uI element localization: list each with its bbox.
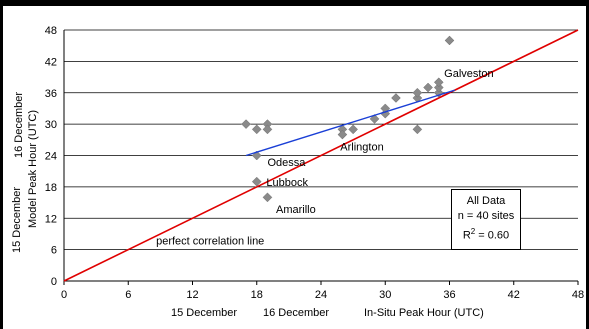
x-tick-label-18: 18 <box>251 289 263 301</box>
x-tick-label-48: 48 <box>572 289 584 301</box>
y-label-16-december: 16 December <box>13 91 25 158</box>
x-tick-label-6: 6 <box>125 289 131 301</box>
y-tick-label-18: 18 <box>45 182 57 194</box>
annotation-odessa: Odessa <box>267 157 306 169</box>
stats-r2-exp: 2 <box>470 227 476 236</box>
annotation-arlington: Arlington <box>340 141 383 153</box>
y-tick-label-36: 36 <box>45 88 57 100</box>
y-tick-label-24: 24 <box>45 151 57 163</box>
data-point-3 <box>262 124 273 135</box>
y-tick-label-30: 30 <box>45 119 57 131</box>
stats-line-1: All Data <box>466 195 506 207</box>
annotation-amarillo: Amarillo <box>276 204 316 216</box>
y-tick-label-48: 48 <box>45 25 57 37</box>
stats-box: All Data n = 40 sites R2 = 0.60 <box>451 189 521 250</box>
data-point-8 <box>337 129 348 140</box>
data-point-9 <box>348 124 358 135</box>
x-tick-label-42: 42 <box>508 289 520 301</box>
y-tick-label-0: 0 <box>51 276 57 288</box>
x-tick-label-12: 12 <box>186 289 198 301</box>
data-point-13 <box>391 93 401 103</box>
data-point-5 <box>251 176 262 187</box>
x-label-15-december: 15 December <box>171 307 238 319</box>
annotation-galveston: Galveston <box>444 68 494 80</box>
stats-r2-base: R <box>462 229 471 242</box>
data-point-16 <box>412 124 423 135</box>
data-point-21 <box>444 35 455 46</box>
stats-r2: R2 = 0.60 <box>452 224 520 244</box>
x-tick-label-30: 30 <box>379 289 391 301</box>
y-tick-label-42: 42 <box>45 56 57 68</box>
perfect-correlation-line <box>63 29 579 282</box>
data-point-6 <box>262 192 273 203</box>
annotation-perfect-correlation-line: perfect correlation line <box>156 235 264 247</box>
y-tick-label-6: 6 <box>51 245 57 257</box>
annotation-lubbock: Lubbock <box>266 177 308 189</box>
data-point-17 <box>423 82 433 93</box>
x-axis-title: In-Situ Peak Hour (UTC) <box>364 307 484 319</box>
stats-r2-value: = 0.60 <box>475 229 510 242</box>
y-axis-title: Model Peak Hour (UTC) <box>27 110 39 228</box>
regression-line <box>245 89 456 157</box>
data-point-1 <box>251 124 262 135</box>
y-label-15-december: 15 December <box>11 186 23 253</box>
data-point-0 <box>241 119 251 129</box>
x-tick-label-36: 36 <box>443 289 455 301</box>
data-point-19 <box>433 82 444 93</box>
y-tick-label-12: 12 <box>45 213 57 225</box>
x-tick-label-24: 24 <box>315 289 327 301</box>
stats-line-2: n = 40 sites <box>457 210 515 222</box>
x-tick-label-0: 0 <box>61 289 67 301</box>
x-label-16-december: 16 December <box>263 307 330 319</box>
data-point-15 <box>412 87 423 98</box>
data-point-20 <box>433 77 444 88</box>
